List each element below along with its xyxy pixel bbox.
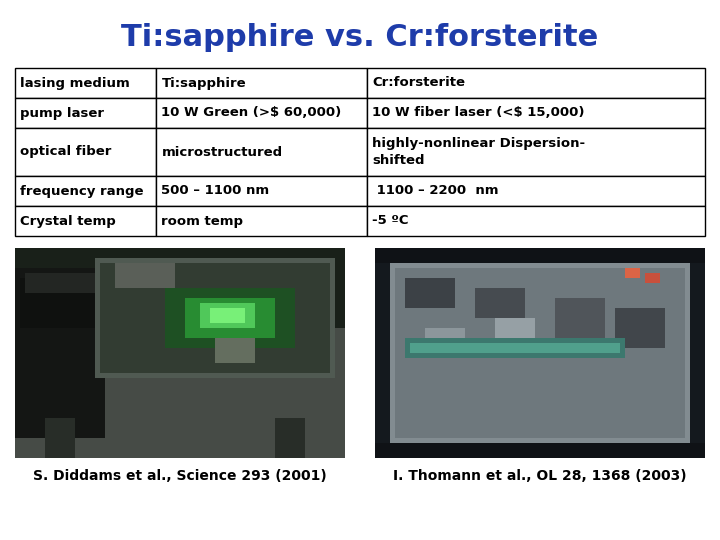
Bar bbox=[15, 176, 156, 206]
Text: room temp: room temp bbox=[161, 214, 243, 227]
Bar bbox=[15, 128, 156, 176]
Text: pump laser: pump laser bbox=[20, 106, 104, 119]
Text: I. Thomann et al., OL 28, 1368 (2003): I. Thomann et al., OL 28, 1368 (2003) bbox=[393, 469, 687, 483]
Text: Crystal temp: Crystal temp bbox=[20, 214, 116, 227]
Text: S. Diddams et al., Science 293 (2001): S. Diddams et al., Science 293 (2001) bbox=[33, 469, 327, 483]
Text: -5 ºC: -5 ºC bbox=[372, 214, 408, 227]
Text: microstructured: microstructured bbox=[161, 145, 282, 159]
Bar bbox=[15, 206, 156, 236]
Bar bbox=[156, 98, 367, 128]
Text: 500 – 1100 nm: 500 – 1100 nm bbox=[161, 185, 269, 198]
Text: Ti:sapphire: Ti:sapphire bbox=[161, 77, 246, 90]
Text: 10 W Green (>$ 60,000): 10 W Green (>$ 60,000) bbox=[161, 106, 342, 119]
Text: Cr:forsterite: Cr:forsterite bbox=[372, 77, 465, 90]
Bar bbox=[156, 128, 367, 176]
Bar bbox=[156, 176, 367, 206]
Bar bbox=[156, 68, 367, 98]
Text: lasing medium: lasing medium bbox=[20, 77, 130, 90]
Bar bbox=[15, 68, 156, 98]
Bar bbox=[367, 68, 705, 98]
Text: frequency range: frequency range bbox=[20, 185, 143, 198]
Text: Ti:sapphire vs. Cr:forsterite: Ti:sapphire vs. Cr:forsterite bbox=[122, 24, 598, 52]
Bar bbox=[367, 128, 705, 176]
Bar bbox=[156, 206, 367, 236]
Bar bbox=[367, 176, 705, 206]
Text: highly-nonlinear Dispersion-
shifted: highly-nonlinear Dispersion- shifted bbox=[372, 138, 585, 166]
Bar bbox=[367, 98, 705, 128]
Bar bbox=[367, 206, 705, 236]
Text: 10 W fiber laser (<$ 15,000): 10 W fiber laser (<$ 15,000) bbox=[372, 106, 585, 119]
Text: 1100 – 2200  nm: 1100 – 2200 nm bbox=[372, 185, 498, 198]
Text: optical fiber: optical fiber bbox=[20, 145, 112, 159]
Bar bbox=[15, 98, 156, 128]
